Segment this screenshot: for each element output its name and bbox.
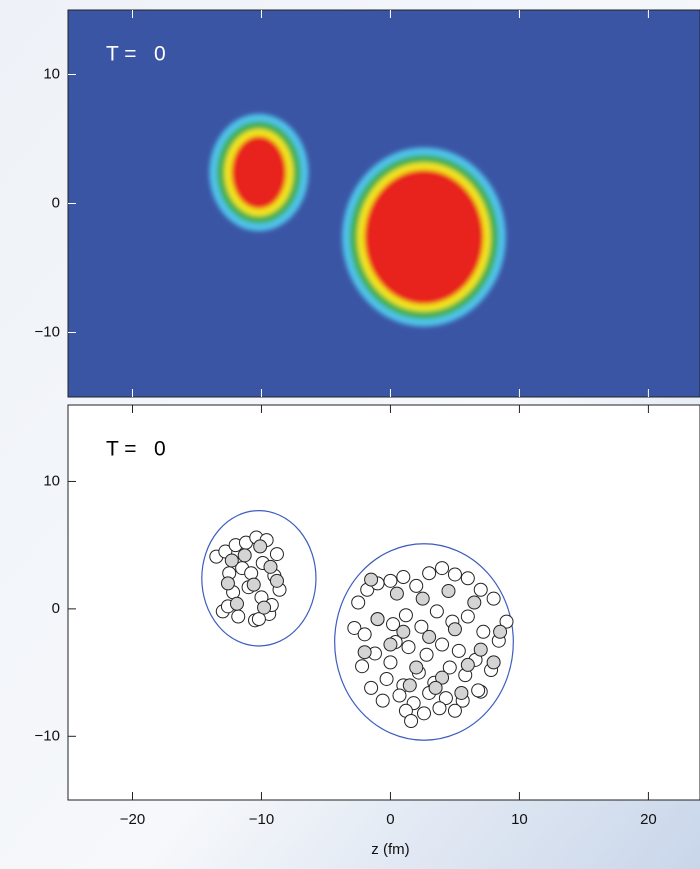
nucleon: [454, 685, 469, 700]
nucleon: [224, 553, 239, 568]
nucleon: [389, 586, 404, 601]
nucleon: [415, 591, 430, 606]
nucleon: [460, 609, 475, 624]
nucleon: [401, 640, 416, 655]
nucleon: [414, 619, 429, 634]
time-label: T = 0: [106, 43, 166, 66]
nucleon: [429, 604, 444, 619]
time-label: T = 0: [106, 438, 166, 461]
nucleon: [416, 706, 431, 721]
nucleon: [435, 637, 450, 652]
panel-frame: [67, 404, 700, 801]
nucleon: [409, 660, 424, 675]
nucleon: [396, 624, 411, 639]
nucleon: [237, 548, 252, 563]
y-tick-label: −10: [35, 323, 60, 340]
nucleon: [229, 596, 244, 611]
nucleon: [428, 680, 443, 695]
nucleon: [231, 609, 246, 624]
nucleon: [386, 617, 401, 632]
nucleon: [467, 595, 482, 610]
nucleon: [442, 660, 457, 675]
plot-area: [209, 113, 506, 327]
nucleon: [438, 691, 453, 706]
nucleon: [370, 612, 385, 627]
nucleon: [447, 567, 462, 582]
x-axis-label: z (fm): [371, 841, 409, 858]
nucleon: [269, 573, 284, 588]
nucleon: [246, 577, 261, 592]
surface-outline: [201, 510, 317, 647]
nucleon: [396, 570, 411, 585]
surface-outline: [334, 543, 514, 741]
nucleon: [493, 624, 508, 639]
y-tick-label: 0: [52, 600, 60, 617]
x-tick-label: 20: [640, 811, 657, 828]
nucleon: [499, 614, 514, 629]
nucleon: [244, 566, 259, 581]
nucleon: [451, 643, 466, 658]
nucleon: [398, 608, 413, 623]
nucleon: [460, 571, 475, 586]
nucleon: [351, 595, 366, 610]
nucleon: [486, 591, 501, 606]
nucleon: [347, 620, 362, 635]
x-tick-label: 10: [511, 811, 528, 828]
nucleon: [357, 627, 372, 642]
x-tick-label: −20: [120, 811, 145, 828]
plot-area: [201, 510, 514, 741]
nucleon: [263, 559, 278, 574]
density: [209, 113, 506, 327]
nucleon: [404, 714, 419, 728]
nucleon: [379, 671, 394, 686]
nucleon: [435, 670, 450, 685]
nucleon: [441, 584, 456, 599]
nucleon: [251, 612, 266, 627]
y-tick-label: 10: [43, 65, 60, 82]
nucleon: [383, 637, 398, 652]
nucleon: [473, 582, 488, 597]
x-tick-label: 0: [386, 811, 394, 828]
nucleon: [460, 657, 475, 672]
nucleon: [364, 572, 379, 587]
panel-background: [68, 405, 700, 800]
y-tick-label: 10: [43, 472, 60, 489]
nucleon: [432, 701, 447, 716]
nucleon: [357, 645, 372, 660]
nucleon: [447, 622, 462, 637]
nucleon: [383, 655, 398, 670]
nucleon: [486, 655, 501, 670]
nucleon: [476, 624, 491, 639]
nucleon: [422, 629, 437, 644]
nucleon: [355, 659, 370, 674]
nucleon: [257, 600, 272, 615]
x-tick-label: −10: [249, 811, 274, 828]
nucleon: [419, 647, 434, 662]
y-tick-label: −10: [35, 727, 60, 744]
nucleon: [364, 680, 379, 695]
nucleon: [473, 642, 488, 657]
nucleon: [422, 566, 437, 581]
nucleon: [253, 539, 268, 554]
density-level: [231, 136, 286, 209]
nucleon: [392, 688, 407, 703]
nucleon: [435, 561, 450, 576]
nucleon: [409, 578, 424, 593]
y-tick-label: 0: [52, 194, 60, 211]
nucleon: [447, 703, 462, 718]
density-level: [364, 169, 484, 305]
nucleon: [269, 547, 284, 562]
nucleon: [220, 576, 235, 591]
nucleon: [471, 683, 486, 698]
nucleon: [402, 678, 417, 693]
nucleon: [383, 573, 398, 588]
nucleon: [375, 693, 390, 708]
